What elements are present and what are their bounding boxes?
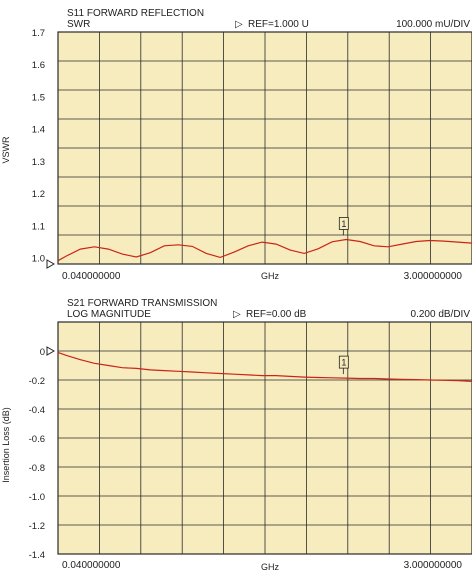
chart1-plot: 1.7 1.6 1.5 1.4 1.3 1.2 1.1 1.0 1 [32,28,472,269]
chart2-xlabel: GHz [261,562,280,572]
series-line [57,238,472,262]
y-tick-label: 1.5 [32,92,45,103]
marker-label: 1 [341,358,346,368]
y-tick-label: 1.2 [32,189,45,200]
chart2-x-start: 0.040000000 [62,560,121,571]
chart1-x-stop: 3.000000000 [404,271,463,282]
y-tick-label: 1.3 [32,157,45,168]
reference-arrow-icon [46,346,56,356]
series-line [57,351,472,382]
chart2-scale-text: 0.200 dB/DIV [411,309,471,320]
y-tick-label: 1.7 [32,28,45,39]
y-tick-label: -0.8 [29,463,45,474]
y-tick-label: -0.2 [29,376,45,387]
y-tick-label: 1.1 [32,221,45,232]
marker-box [338,355,349,369]
chart1-title: S11 FORWARD REFLECTION [67,8,204,19]
chart1-ylabel: VSWR [1,136,11,164]
chart1-xlabel: GHz [261,271,280,281]
y-tick-label: -0.4 [29,405,45,416]
reference-arrow-icon [46,259,56,269]
chart2-reference-symbol: ▷ [233,309,241,320]
chart1-reference-text: REF=1.000 U [248,19,309,30]
y-tick-label: 1.6 [32,60,45,71]
y-tick-label: -1.4 [29,550,45,561]
y-tick-label: 1.4 [32,125,45,136]
chart1-scale-text: 100.000 mU/DIV [396,19,470,30]
chart1-x-start: 0.040000000 [62,271,121,282]
y-tick-label: 0 [40,347,45,358]
chart2-reference-text: REF=0.00 dB [246,309,307,320]
y-tick-label: 1.0 [32,254,45,265]
chart2-title: S21 FORWARD TRANSMISSION [67,298,217,309]
y-tick-label: -1.0 [29,492,45,503]
chart1-reference-symbol: ▷ [235,19,243,30]
chart2-ylabel: Insertion Loss (dB) [1,407,11,483]
marker-label: 1 [341,219,346,229]
chart2-x-stop: 3.000000000 [404,560,463,571]
y-tick-label: -1.2 [29,521,45,532]
marker-box [338,217,349,230]
y-tick-label: -0.6 [29,434,45,445]
chart2-plot: 0 -0.2 -0.4 -0.6 -0.8 -1.0 -1.2 -1.4 1 [29,321,472,561]
chart2-subtitle: LOG MAGNITUDE [67,309,151,320]
chart1-subtitle: SWR [67,19,90,30]
